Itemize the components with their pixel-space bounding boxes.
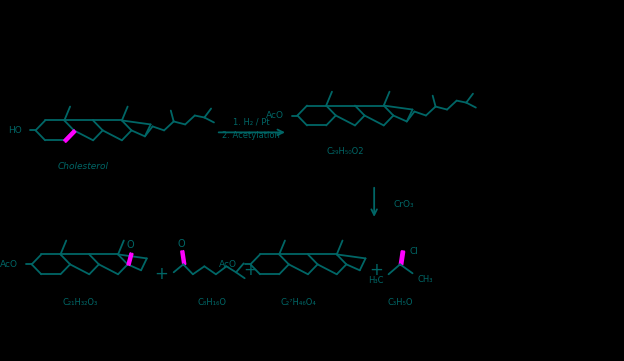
Text: HO: HO (8, 126, 22, 135)
Text: CrO₃: CrO₃ (393, 200, 414, 209)
Text: +: + (369, 261, 383, 279)
Text: C₂₁H₃₂O₃: C₂₁H₃₂O₃ (62, 297, 97, 306)
Text: O: O (178, 239, 185, 248)
Text: H₃C: H₃C (368, 276, 384, 285)
Text: O: O (127, 240, 134, 251)
Text: Cholesterol: Cholesterol (58, 162, 109, 171)
Text: AcO: AcO (219, 260, 237, 269)
Text: C₂⁷H₄₆O₄: C₂⁷H₄₆O₄ (280, 297, 316, 306)
Text: C₃H₅O: C₃H₅O (388, 297, 413, 306)
Text: 2. Acetylation: 2. Acetylation (222, 131, 280, 140)
Text: AcO: AcO (266, 111, 284, 120)
Text: CH₃: CH₃ (417, 275, 433, 284)
Text: C₂₉H₅₀O2: C₂₉H₅₀O2 (326, 147, 364, 156)
Text: C₈H₁₆O: C₈H₁₆O (198, 297, 227, 306)
Text: Cl: Cl (410, 247, 419, 256)
Text: 1. H₂ / Pt: 1. H₂ / Pt (233, 118, 270, 127)
Text: +: + (243, 261, 257, 279)
Text: +: + (154, 265, 168, 283)
Text: AcO: AcO (0, 260, 18, 269)
